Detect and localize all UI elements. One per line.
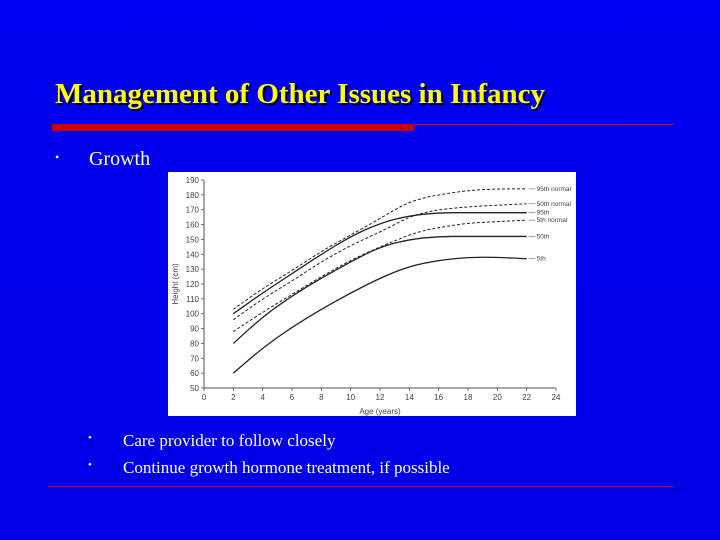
x-tick-label: 6	[290, 393, 295, 402]
series-label: 50th	[537, 233, 550, 240]
y-tick-label: 150	[186, 235, 200, 244]
y-tick-label: 70	[190, 354, 199, 363]
x-tick-label: 20	[493, 393, 502, 402]
series-label: 5th normal	[537, 217, 568, 224]
series-label: 95th	[537, 210, 550, 217]
y-tick-label: 120	[186, 280, 200, 289]
y-tick-label: 90	[190, 325, 199, 334]
y-tick-label: 130	[186, 265, 200, 274]
growth-chart: 50 60 70 80 90 100 110 120 130 140 150 160 170 180 190…	[168, 172, 576, 416]
x-tick-label: 16	[434, 393, 443, 402]
x-tick-label: 12	[376, 393, 385, 402]
y-tick-label: 190	[186, 176, 200, 185]
x-tick-label: 2	[231, 393, 236, 402]
series-label: 50th normal	[537, 201, 572, 208]
x-tick-label: 24	[552, 393, 561, 402]
growth-chart-svg: 5060708090100110120130140150160170180190…	[171, 176, 572, 416]
x-tick-label: 8	[319, 393, 324, 402]
title-underline-thick	[52, 124, 414, 131]
y-tick-label: 180	[186, 191, 200, 200]
x-tick-label: 14	[405, 393, 414, 402]
y-tick-label: 170	[186, 206, 200, 215]
main-bullet-text: Growth	[89, 148, 151, 170]
y-tick-label: 140	[186, 250, 200, 259]
x-tick-label: 4	[260, 393, 265, 402]
sub-bullet-dot-1: •	[88, 432, 92, 444]
x-tick-label: 18	[464, 393, 473, 402]
x-tick-label: 22	[522, 393, 531, 402]
y-tick-label: 50	[190, 384, 199, 393]
x-tick-label: 10	[346, 393, 355, 402]
bottom-rule	[48, 486, 674, 487]
x-axis-title: Age (years)	[359, 407, 401, 416]
series-line-50th	[232, 235, 527, 344]
series-line-5th-normal	[233, 219, 527, 332]
y-tick-label: 60	[190, 369, 199, 378]
sub-bullet-text-2: Continue growth hormone treatment, if po…	[123, 458, 450, 477]
y-tick-label: 100	[186, 310, 200, 319]
series-label: 95th normal	[537, 186, 572, 193]
y-tick-label: 80	[190, 339, 199, 348]
y-axis-title: Height (cm)	[171, 263, 180, 305]
series-line-50th-normal	[233, 203, 527, 321]
sub-bullet-text-1: Care provider to follow closely	[123, 431, 336, 450]
title-underline-thin	[52, 124, 674, 125]
series-line-95th	[232, 212, 527, 315]
bullet-dot: •	[55, 150, 60, 164]
y-tick-label: 160	[186, 221, 200, 230]
series-label: 5th	[537, 256, 546, 263]
series-line-5th	[232, 256, 527, 374]
x-tick-label: 0	[202, 393, 207, 402]
series-line-95th-normal	[233, 188, 527, 310]
sub-bullet-dot-2: •	[88, 459, 92, 471]
y-tick-label: 110	[186, 295, 199, 304]
slide-title: Management of Other Issues in Infancy	[55, 78, 546, 110]
